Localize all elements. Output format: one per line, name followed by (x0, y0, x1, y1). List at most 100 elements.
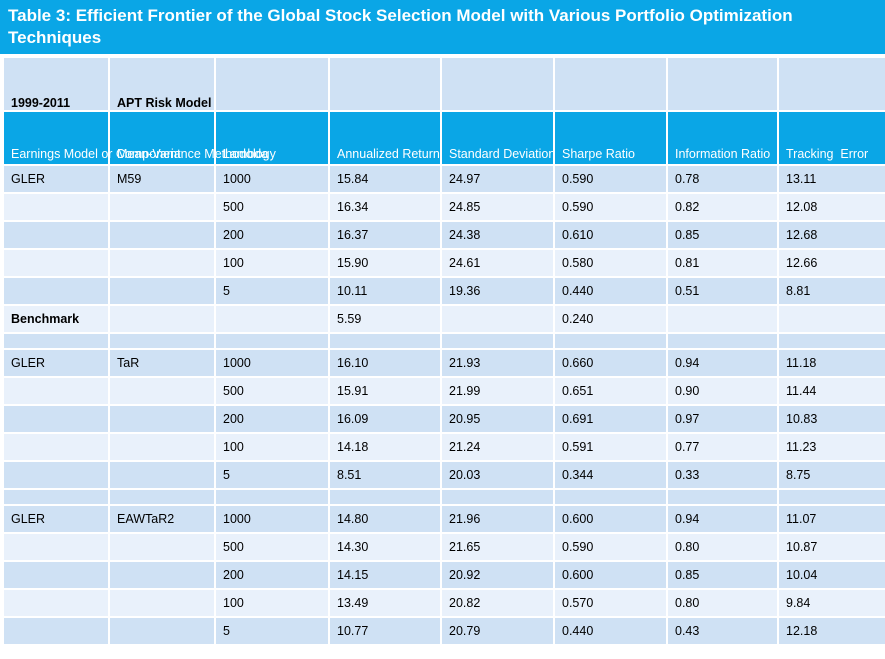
information-ratio-cell: 0.94 (668, 350, 777, 376)
sharpe-ratio-cell: 0.590 (555, 194, 666, 220)
annualized-return-cell: 15.84 (330, 166, 440, 192)
standard-deviation-cell: 20.79 (442, 618, 553, 644)
empty-cell (4, 590, 108, 616)
standard-deviation-cell: 21.96 (442, 506, 553, 532)
risk-model-label: APT Risk Model (110, 58, 214, 110)
lambda-cell: 200 (216, 406, 328, 432)
header-tracking-error: Tracking Error (779, 112, 885, 164)
annualized-return-cell: 14.30 (330, 534, 440, 560)
header-row: Earnings Model or Component Mean-Varianc… (4, 112, 885, 164)
information-ratio-cell: 0.51 (668, 278, 777, 304)
empty-cell (110, 618, 214, 644)
annualized-return-cell: 16.10 (330, 350, 440, 376)
lambda-cell: 100 (216, 590, 328, 616)
sharpe-ratio-cell: 0.440 (555, 618, 666, 644)
sharpe-ratio-cell: 0.591 (555, 434, 666, 460)
standard-deviation-cell: 24.97 (442, 166, 553, 192)
earnings-model-cell: GLER (4, 506, 108, 532)
table-row: 500 16.34 24.85 0.590 0.82 12.08 (4, 194, 885, 220)
empty-cell (110, 378, 214, 404)
earnings-model-cell: GLER (4, 350, 108, 376)
standard-deviation-cell: 20.95 (442, 406, 553, 432)
sharpe-ratio-cell: 0.440 (555, 278, 666, 304)
annualized-return-cell: 13.49 (330, 590, 440, 616)
table-row: GLER EAWTaR2 1000 14.80 21.96 0.600 0.94 11.07 (4, 506, 885, 532)
annualized-return-cell: 16.09 (330, 406, 440, 432)
empty-cell (110, 534, 214, 560)
tracking-error-cell: 9.84 (779, 590, 885, 616)
lambda-cell: 5 (216, 618, 328, 644)
empty-cell (4, 562, 108, 588)
empty-cell (4, 434, 108, 460)
empty-cell (779, 306, 885, 332)
sharpe-ratio-cell: 0.590 (555, 166, 666, 192)
empty-cell (110, 434, 214, 460)
standard-deviation-cell: 24.61 (442, 250, 553, 276)
annualized-return-cell: 14.18 (330, 434, 440, 460)
tracking-error-cell: 11.18 (779, 350, 885, 376)
empty-cell (110, 278, 214, 304)
empty-cell (110, 562, 214, 588)
empty-cell (668, 306, 777, 332)
annualized-return-cell: 16.34 (330, 194, 440, 220)
lambda-cell: 500 (216, 534, 328, 560)
sharpe-ratio-cell: 0.580 (555, 250, 666, 276)
header-methodology: Mean-Variance Methodology (110, 112, 276, 164)
standard-deviation-cell: 24.85 (442, 194, 553, 220)
results-table: 1999-2011 APT Risk Model Earnings Model … (2, 56, 885, 646)
table-row: 200 16.09 20.95 0.691 0.97 10.83 (4, 406, 885, 432)
table-row: GLER M59 1000 15.84 24.97 0.590 0.78 13.11 (4, 166, 885, 192)
sharpe-ratio-cell: 0.660 (555, 350, 666, 376)
table-row: 100 15.90 24.61 0.580 0.81 12.66 (4, 250, 885, 276)
information-ratio-cell: 0.43 (668, 618, 777, 644)
empty-cell (4, 534, 108, 560)
tracking-error-cell: 12.18 (779, 618, 885, 644)
table-row: GLER TaR 1000 16.10 21.93 0.660 0.94 11.18 (4, 350, 885, 376)
standard-deviation-cell: 20.92 (442, 562, 553, 588)
header-earnings-model: Earnings Model or Component (4, 112, 181, 164)
table-row: 5 10.11 19.36 0.440 0.51 8.81 (4, 278, 885, 304)
empty-cell (110, 250, 214, 276)
sharpe-ratio-cell: 0.651 (555, 378, 666, 404)
standard-deviation-cell: 20.03 (442, 462, 553, 488)
sharpe-ratio-cell: 0.610 (555, 222, 666, 248)
benchmark-sharpe-cell: 0.240 (555, 306, 666, 332)
tracking-error-cell: 10.87 (779, 534, 885, 560)
spacer-row (4, 334, 885, 348)
tracking-error-cell: 13.11 (779, 166, 885, 192)
lambda-cell: 5 (216, 278, 328, 304)
tracking-error-cell: 11.23 (779, 434, 885, 460)
table-row: 500 15.91 21.99 0.651 0.90 11.44 (4, 378, 885, 404)
standard-deviation-cell: 21.93 (442, 350, 553, 376)
table-row: 100 14.18 21.24 0.591 0.77 11.23 (4, 434, 885, 460)
methodology-cell: M59 (110, 166, 214, 192)
information-ratio-cell: 0.80 (668, 590, 777, 616)
information-ratio-cell: 0.85 (668, 222, 777, 248)
sharpe-ratio-cell: 0.691 (555, 406, 666, 432)
lambda-cell: 5 (216, 462, 328, 488)
standard-deviation-cell: 21.24 (442, 434, 553, 460)
annualized-return-cell: 10.11 (330, 278, 440, 304)
table-row: 100 13.49 20.82 0.570 0.80 9.84 (4, 590, 885, 616)
information-ratio-cell: 0.97 (668, 406, 777, 432)
standard-deviation-cell: 21.99 (442, 378, 553, 404)
table-row: 200 16.37 24.38 0.610 0.85 12.68 (4, 222, 885, 248)
top-label-row: 1999-2011 APT Risk Model (4, 58, 885, 110)
lambda-cell: 100 (216, 434, 328, 460)
information-ratio-cell: 0.90 (668, 378, 777, 404)
tracking-error-cell: 11.44 (779, 378, 885, 404)
empty-cell (216, 306, 328, 332)
tracking-error-cell: 8.81 (779, 278, 885, 304)
annualized-return-cell: 15.91 (330, 378, 440, 404)
empty-cell (110, 462, 214, 488)
tracking-error-cell: 12.66 (779, 250, 885, 276)
table-row: 5 10.77 20.79 0.440 0.43 12.18 (4, 618, 885, 644)
table-row: 500 14.30 21.65 0.590 0.80 10.87 (4, 534, 885, 560)
annualized-return-cell: 15.90 (330, 250, 440, 276)
information-ratio-cell: 0.94 (668, 506, 777, 532)
annualized-return-cell: 14.80 (330, 506, 440, 532)
header-annualized-return: Annualized Return (330, 112, 440, 164)
header-information-ratio: Information Ratio (668, 112, 777, 164)
lambda-cell: 1000 (216, 350, 328, 376)
information-ratio-cell: 0.80 (668, 534, 777, 560)
